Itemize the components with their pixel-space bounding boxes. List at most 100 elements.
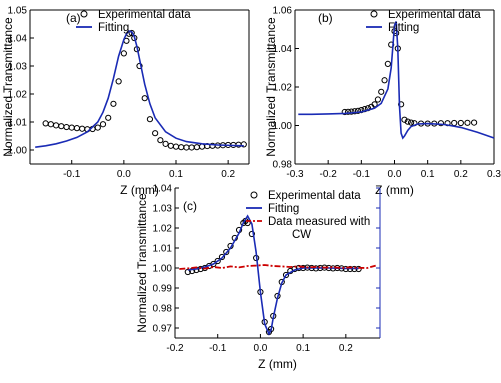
y-tick-label: 1.04 (8, 34, 28, 45)
x-tick-label: 0.0 (117, 169, 131, 180)
data-point (464, 119, 471, 126)
data-point (68, 124, 75, 131)
data-point (437, 120, 445, 127)
panel-b: -0.3 -0.2 -0.1 0.0 0.1 0.2 0.3 0.98 1.00 1.02 1.04… (264, 6, 501, 198)
legend-label: Experimental data (98, 9, 191, 21)
data-point (198, 143, 206, 150)
x-tick-label: 0.2 (454, 169, 468, 180)
data-point (110, 100, 117, 107)
x-tick-label: 0.0 (253, 343, 267, 354)
data-point (214, 257, 221, 265)
data-point (162, 140, 169, 147)
y-tick-label: 0.98 (153, 304, 173, 315)
x-axis-label: Z (mm) (120, 183, 159, 197)
data-point (115, 78, 122, 85)
data-point (146, 116, 154, 123)
data-point (136, 62, 143, 70)
data-point (128, 29, 135, 37)
data-point (73, 125, 81, 132)
data-point (178, 144, 185, 151)
cw-line (179, 264, 376, 270)
data-point (354, 107, 362, 114)
x-tick-label: -0.2 (320, 169, 338, 180)
data-point (94, 124, 101, 131)
data-point (152, 130, 159, 137)
y-tick-label: 1.03 (8, 62, 28, 73)
data-point (371, 101, 378, 108)
data-point (471, 119, 478, 126)
y-tick-label: 1.01 (153, 244, 173, 255)
x-tick-label: -0.1 (63, 169, 81, 180)
y-tick-label: 1.00 (153, 264, 173, 275)
data-point (193, 144, 200, 151)
data-point (381, 77, 388, 84)
x-tick-label: 0.2 (339, 343, 353, 354)
panel-label: (a) (66, 11, 81, 25)
legend-label: Experimental data (268, 190, 361, 202)
legend-label: Fitting (98, 22, 129, 34)
data-point (457, 119, 464, 127)
y-tick-label: 0.98 (273, 160, 293, 171)
y-tick-label: 1.06 (273, 6, 293, 17)
data-point (79, 125, 86, 132)
data-point (282, 271, 290, 279)
panel-c: -0.2 -0.1 0.0 0.1 0.2 0.97 0.98 0.99 1.00 1.01 1.0… (135, 184, 381, 371)
y-tick-label: 1.00 (273, 121, 293, 132)
data-point (451, 119, 458, 127)
data-point (172, 143, 180, 150)
y-tick-label: 1.02 (8, 90, 28, 101)
data-point (183, 144, 190, 151)
data-point (407, 119, 415, 126)
fit-line (35, 30, 244, 148)
y-tick-label: 1.02 (153, 224, 173, 235)
y-tick-label: 1.05 (8, 6, 28, 17)
panel-a: -0.1 0.0 0.1 0.2 1.00 1.01 1.02 1.03 1.04 1.05 Z (… (1, 6, 250, 197)
y-tick-label: 1.04 (273, 44, 293, 55)
data-point (248, 230, 255, 238)
data-point (58, 123, 65, 130)
fit-line (187, 214, 359, 336)
y-tick-label: 1.01 (8, 118, 28, 129)
legend-label: Fitting (388, 22, 419, 34)
data-point (218, 253, 226, 261)
y-tick-label: 1.04 (153, 184, 173, 195)
data-point (223, 248, 230, 256)
y-tick-label: 0.99 (153, 284, 173, 295)
panel-label: (c) (183, 199, 197, 213)
x-tick-label: -0.3 (286, 169, 304, 180)
x-tick-label: 0.1 (169, 169, 183, 180)
y-axis-label: Normalized Transmittance (264, 17, 278, 157)
data-point (210, 260, 217, 268)
data-point (42, 120, 49, 127)
data-point (344, 108, 352, 115)
data-point (120, 50, 127, 57)
data-point (401, 116, 408, 123)
legend-marker (250, 191, 258, 199)
x-tick-label: 0.1 (296, 343, 310, 354)
data-point (348, 108, 355, 115)
data-point (63, 123, 70, 131)
data-point (341, 108, 348, 116)
legend-label: Fitting (268, 203, 299, 215)
data-point (105, 114, 112, 121)
data-point (374, 96, 382, 103)
x-axis-label: Z (mm) (258, 357, 297, 371)
data-point (188, 144, 195, 151)
y-axis-label: Normalized Transmittance (1, 17, 15, 157)
y-axis-label: Normalized Transmittance (135, 193, 149, 333)
y-tick-label: 1.00 (8, 146, 28, 157)
legend-label: Experimental data (388, 9, 481, 21)
data-point (240, 141, 247, 148)
data-point (384, 60, 391, 68)
legend-label-cont: CW (292, 229, 311, 241)
data-point (141, 95, 148, 102)
data-point (351, 108, 358, 115)
x-tick-label: 0.1 (421, 169, 435, 180)
x-axis-label: Z (mm) (375, 183, 414, 197)
data-point (398, 101, 405, 108)
data-point (404, 118, 411, 125)
data-point (99, 121, 107, 128)
data-point (378, 88, 385, 95)
legend-marker (370, 10, 378, 18)
data-point (47, 121, 54, 128)
